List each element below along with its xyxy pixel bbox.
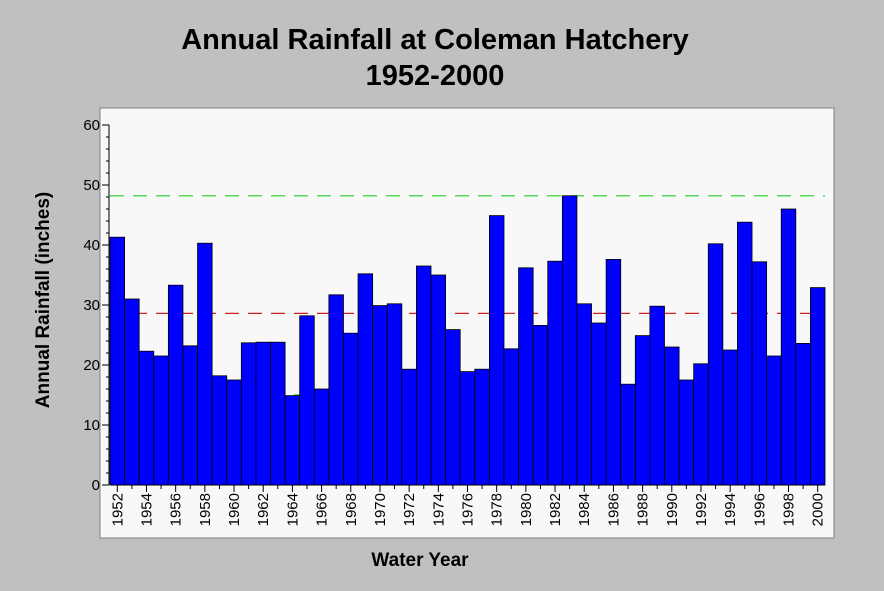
bar-1957 — [182, 345, 198, 486]
bars — [109, 195, 826, 486]
x-tick-label: 1976 — [460, 493, 477, 526]
x-tick-label: 1964 — [284, 493, 301, 526]
y-tick-label: 40 — [83, 237, 100, 254]
y-tick-label: 10 — [83, 417, 100, 434]
x-axis-title: Water Year — [371, 550, 469, 571]
chart-title: Annual Rainfall at Coleman Hatchery — [181, 24, 689, 56]
bar-1963 — [270, 341, 286, 486]
bar-1953 — [124, 298, 140, 486]
bar-1962 — [255, 341, 271, 486]
bar-1980 — [518, 267, 534, 486]
bar-1995 — [737, 221, 753, 486]
y-axis: 0 10 20 30 40 50 60 — [83, 117, 110, 494]
bar-1999 — [795, 342, 811, 486]
bar-1988 — [634, 335, 651, 486]
x-tick-label: 1958 — [197, 493, 214, 526]
x-tick-label: 1952 — [109, 493, 126, 526]
x-tick-label: 1962 — [255, 493, 272, 526]
bar-1955 — [153, 355, 169, 486]
y-tick-label: 20 — [83, 357, 100, 374]
y-tick-label: 30 — [83, 297, 100, 314]
bar-1981 — [532, 324, 549, 486]
bar-1985 — [591, 322, 607, 486]
bar-1978 — [488, 215, 505, 486]
bar-1992 — [693, 363, 709, 486]
x-tick-label: 1960 — [226, 493, 243, 526]
bar-1983 — [561, 195, 578, 486]
bar-1972 — [401, 368, 417, 486]
bar-1958 — [197, 242, 213, 486]
bar-1996 — [751, 261, 768, 486]
bar-1959 — [211, 375, 228, 486]
bar-1965 — [299, 315, 315, 486]
x-tick-label: 1972 — [401, 493, 418, 526]
bar-1964 — [284, 395, 301, 486]
bar-1961 — [240, 342, 257, 486]
x-tick-label: 2000 — [810, 493, 827, 526]
x-tick-label: 1954 — [138, 493, 155, 526]
x-tick-label: 1996 — [751, 493, 768, 526]
bar-1994 — [722, 349, 738, 486]
bar-1969 — [357, 273, 374, 486]
bar-1973 — [416, 265, 432, 486]
bar-1989 — [649, 305, 665, 486]
bar-1990 — [664, 346, 680, 486]
x-axis: 1952 1954 1956 1958 1960 1962 1964 1966 1968 1970… — [109, 484, 827, 526]
x-tick-label: 1980 — [518, 493, 535, 526]
y-tick-label: 60 — [83, 117, 100, 134]
bar-1977 — [474, 368, 490, 486]
bar-1960 — [226, 379, 242, 486]
y-tick-label: 50 — [83, 177, 100, 194]
bar-1987 — [620, 383, 636, 486]
x-tick-label: 1974 — [430, 493, 447, 526]
bar-1971 — [386, 303, 403, 486]
bar-1986 — [605, 258, 622, 486]
bar-1993 — [707, 243, 724, 486]
x-tick-label: 1956 — [168, 493, 185, 526]
x-tick-label: 1968 — [343, 493, 360, 526]
bar-1976 — [459, 371, 476, 486]
bar-1975 — [445, 329, 461, 486]
bar-1970 — [372, 305, 388, 486]
bar-1991 — [678, 379, 695, 486]
x-tick-label: 1984 — [576, 493, 593, 526]
y-axis-title: Annual Rainfall (inches) — [33, 192, 54, 408]
x-tick-label: 1998 — [781, 493, 798, 526]
y-tick-label: 0 — [92, 477, 100, 494]
x-tick-label: 1978 — [489, 493, 506, 526]
bar-1979 — [503, 348, 519, 486]
x-tick-label: 1994 — [722, 493, 739, 526]
x-tick-label: 1990 — [664, 493, 681, 526]
bar-1982 — [547, 260, 563, 486]
x-tick-label: 1970 — [372, 493, 389, 526]
bar-1966 — [313, 388, 330, 486]
bar-1956 — [167, 284, 184, 486]
bar-1952 — [109, 236, 125, 486]
x-tick-label: 1986 — [605, 493, 622, 526]
x-tick-label: 1992 — [693, 493, 710, 526]
bar-1968 — [343, 332, 359, 486]
bar-2000 — [810, 287, 826, 486]
x-tick-label: 1988 — [635, 493, 652, 526]
bar-1974 — [430, 274, 447, 486]
x-tick-label: 1966 — [314, 493, 331, 526]
bar-1984 — [576, 303, 592, 486]
bar-1954 — [138, 350, 155, 486]
bar-1967 — [328, 294, 344, 486]
chart-subtitle: 1952-2000 — [365, 60, 505, 92]
bar-1997 — [766, 355, 782, 486]
bar-1998 — [780, 208, 797, 486]
x-tick-label: 1982 — [547, 493, 564, 526]
